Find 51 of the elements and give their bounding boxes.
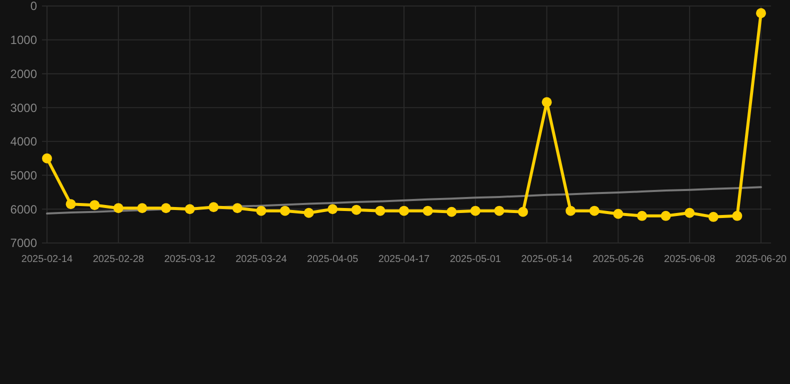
x-tick-label: 2025-06-20 (735, 254, 788, 265)
point (280, 206, 290, 216)
point (518, 206, 528, 217)
point (304, 208, 314, 218)
point (422, 206, 433, 216)
point (328, 204, 338, 214)
x-tick-label: 2025-02-28 (92, 254, 144, 265)
point (161, 203, 171, 214)
point (66, 199, 76, 210)
point (208, 202, 219, 212)
point (566, 206, 576, 216)
x-tick-label: 2025-03-12 (164, 254, 216, 265)
x-tick-label: 2025-06-08 (664, 254, 716, 265)
x-tick-label: 2025-04-05 (307, 254, 359, 265)
point (42, 153, 52, 164)
y-tick-label: 3000 (10, 100, 38, 115)
x-tick-label: 2025-05-26 (592, 254, 644, 265)
point (613, 208, 624, 219)
y-tick-label: 1000 (10, 33, 38, 48)
point (756, 8, 766, 18)
point (90, 200, 100, 210)
point (637, 210, 647, 221)
point (375, 206, 386, 216)
y-tick-label: 6000 (10, 202, 38, 216)
y-tick-label: 4000 (10, 134, 38, 149)
y-tick-label: 0 (30, 0, 38, 14)
point (446, 206, 457, 217)
point (708, 212, 718, 222)
point (542, 97, 552, 108)
point (232, 203, 242, 214)
point (589, 206, 600, 216)
point (113, 203, 124, 214)
x-tick-label: 2025-05-14 (521, 254, 573, 265)
point (470, 206, 480, 216)
x-tick-label: 2025-02-14 (21, 254, 74, 265)
point (137, 203, 148, 214)
line-series (46, 186, 762, 215)
point (660, 210, 671, 221)
x-tick-label: 2025-04-17 (378, 254, 430, 265)
x-tick-label: 2025-03-24 (236, 254, 288, 265)
x-tick-label: 2025-05-01 (450, 254, 502, 265)
y-tick-label: 7000 (10, 236, 38, 250)
point (399, 206, 409, 216)
point (351, 204, 362, 215)
point (184, 204, 195, 214)
point (732, 210, 742, 221)
point (256, 206, 266, 216)
point (684, 208, 695, 218)
point (494, 206, 504, 216)
y-tick-label: 5000 (10, 168, 38, 182)
y-tick-label: 2000 (10, 66, 38, 81)
